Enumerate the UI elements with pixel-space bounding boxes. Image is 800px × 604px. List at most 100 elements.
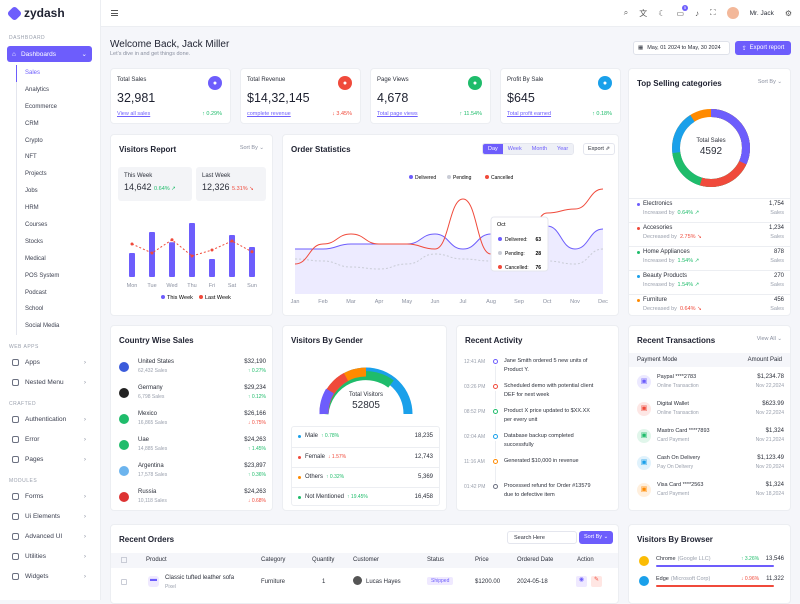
transaction-row[interactable]: ▣ Visa Card ****2563 Card Payment $1,324 Nov…	[629, 479, 790, 506]
column-header[interactable]: Ordered Date	[517, 557, 554, 563]
user-name[interactable]: Mr. Jack	[749, 9, 774, 17]
gender-row: Not Mentioned ↑ 19.45% 16,458	[292, 487, 439, 507]
sidebar-item-nested-menu[interactable]: Nested Menu ›	[0, 372, 100, 392]
gender-gauge	[319, 367, 413, 415]
recent-activity-card: Recent Activity 12:41 AM Jane Smith order…	[456, 325, 619, 511]
transaction-row[interactable]: ▣ Mastro Card ****7893 Card Payment $1,324 N…	[629, 425, 790, 452]
sidebar-item-analytics[interactable]: Analytics	[25, 86, 50, 93]
country-row[interactable]: Germany 6,798 Sales $29,234 ↑ 0.12%	[111, 382, 272, 408]
sidebar-item-stocks[interactable]: Stocks	[25, 238, 44, 245]
orders-search-input[interactable]: Search Here	[507, 531, 577, 544]
category-row[interactable]: Electronics Increased by 0.64% ↗ 1,754 Sales	[629, 198, 790, 220]
date-range-picker[interactable]: ▦ May, 01 2024 to May, 30 2024	[633, 41, 730, 55]
country-row[interactable]: Russia 10,118 Sales $24,263 ↓ 0.68%	[111, 486, 272, 512]
category-row[interactable]: Home Appliances Increased by 1.54% ↗ 878 Sal…	[629, 246, 790, 268]
cart-icon[interactable]: ▭ 5	[676, 4, 689, 18]
sidebar-item-ecommerce[interactable]: Ecommerce	[25, 103, 58, 110]
stat-link[interactable]: complete revenue	[247, 111, 291, 117]
sidebar-item-social-media[interactable]: Social Media	[25, 323, 60, 330]
sidebar-item-courses[interactable]: Courses	[25, 222, 48, 229]
bell-icon[interactable]: ♪	[695, 8, 700, 18]
gear-icon[interactable]: ⚙	[784, 8, 792, 18]
sort-by-dropdown[interactable]: Sort By ⌄	[239, 145, 264, 151]
home-icon: ⌂	[12, 50, 16, 58]
line-delivered	[294, 225, 604, 250]
stat-link[interactable]: View all sales	[117, 111, 151, 117]
select-all-checkbox[interactable]	[121, 557, 127, 563]
menu-icon	[12, 512, 19, 520]
category-row[interactable]: Beauty Products Increased by 1.54% ↗ 270 Sal…	[629, 270, 790, 292]
sidebar-item-sales[interactable]: Sales	[16, 65, 100, 82]
sidebar-item-crm[interactable]: CRM	[25, 120, 39, 127]
tab-day[interactable]: Day	[483, 144, 503, 154]
view-icon[interactable]: ◉	[576, 576, 587, 587]
column-header[interactable]: Product	[146, 557, 167, 563]
sidebar-item-pages[interactable]: Pages ›	[0, 449, 100, 469]
edit-icon[interactable]: ✎	[591, 576, 602, 587]
point-last-week	[250, 250, 254, 254]
column-header[interactable]: Status	[427, 557, 445, 563]
orders-sort-button[interactable]: Sort By ⌄	[579, 531, 614, 544]
country-row[interactable]: Argentina 17,578 Sales $23,897 ↑ 0.36%	[111, 460, 272, 486]
column-header[interactable]: Quantity	[312, 557, 335, 563]
translate-icon[interactable]: 文	[639, 8, 648, 18]
dot-icon	[298, 435, 301, 438]
avatar[interactable]	[726, 7, 739, 19]
sidebar-item-dashboards[interactable]: ⌂ Dashboards ⌄	[7, 46, 92, 62]
country-row[interactable]: Uae 14,885 Sales $24,263 ↑ 1.45%	[111, 434, 272, 460]
menu-icon	[12, 572, 19, 580]
payment-icon: ▣	[637, 402, 651, 416]
sidebar-item-error[interactable]: Error ›	[0, 429, 100, 449]
row-checkbox[interactable]	[121, 579, 127, 585]
sidebar-item-hrm[interactable]: HRM	[25, 205, 39, 212]
gender-row: Male ↑ 0.78% 18,235	[292, 427, 439, 447]
activity-item: 01:42 PM Processed refund for Order #1357…	[464, 483, 591, 498]
column-header[interactable]: Customer	[353, 557, 380, 563]
moon-icon[interactable]: ☾	[658, 8, 666, 18]
sidebar-item-projects[interactable]: Projects	[25, 171, 47, 178]
sidebar-item-pos-system[interactable]: POS System	[25, 272, 60, 279]
sidebar-item-ui-elements[interactable]: Ui Elements ›	[0, 506, 100, 526]
sidebar-item-nft[interactable]: NFT	[25, 154, 37, 161]
sidebar-item-school[interactable]: School	[25, 306, 44, 313]
sidebar-item-forms[interactable]: Forms ›	[0, 486, 100, 506]
x-tick: Wed	[166, 283, 177, 289]
tab-week[interactable]: Week	[502, 144, 527, 154]
category-row[interactable]: Furniture Decreased by 0.64% ↘ 456 Sales	[629, 294, 790, 316]
export-report-button[interactable]: ⇪ Export report	[735, 41, 791, 55]
sidebar-item-utilities[interactable]: Utilities ›	[0, 546, 100, 566]
activity-item: 03:26 PM Scheduled demo with potential cl…	[457, 382, 618, 408]
transaction-row[interactable]: ▣ Cash On Delivery Pay On Delivery $1,123.4…	[629, 452, 790, 479]
transaction-row[interactable]: ▣ Paypal ****2783 Online Transaction $1,234…	[629, 371, 790, 398]
menu-icon[interactable]	[111, 10, 118, 16]
sidebar-item-widgets[interactable]: Widgets ›	[0, 566, 100, 586]
sidebar-item-podcast[interactable]: Podcast	[25, 289, 47, 296]
stat-value: $645	[507, 91, 535, 105]
visitors-gender-card: Visitors By Gender Total Visitors 52805 …	[282, 325, 447, 511]
column-header[interactable]: Action	[577, 557, 594, 563]
search-icon[interactable]: ⌕	[623, 8, 629, 17]
country-row[interactable]: Mexico 16,865 Sales $26,166 ↓ 0.75%	[111, 408, 272, 434]
stat-link[interactable]: Total page views	[377, 111, 418, 117]
fullscreen-icon[interactable]: ⛶	[710, 8, 716, 17]
export-button[interactable]: Export ⇗	[583, 143, 616, 155]
column-header[interactable]: Price	[475, 557, 489, 563]
brand-logo[interactable]: zydash	[0, 0, 100, 26]
category-row[interactable]: Accesories Decreased by 2.75% ↘ 1,234 Sales	[629, 222, 790, 244]
sidebar-item-apps[interactable]: Apps ›	[0, 352, 100, 372]
transaction-row[interactable]: ▣ Digital Wallet Online Transaction $623.99…	[629, 398, 790, 425]
column-header[interactable]: Category	[261, 557, 286, 563]
sidebar-item-authentication[interactable]: Authentication ›	[0, 409, 100, 429]
tab-year[interactable]: Year	[552, 144, 574, 154]
sort-by-dropdown[interactable]: Sort By ⌄	[757, 79, 782, 85]
timeline-dot-icon	[493, 409, 498, 414]
tab-month[interactable]: Month	[526, 144, 553, 154]
view-all-link[interactable]: View All ⌄	[756, 336, 782, 342]
sidebar-item-advanced-ui[interactable]: Advanced UI ›	[0, 526, 100, 546]
sidebar-item-jobs[interactable]: Jobs	[25, 188, 38, 195]
table-row[interactable]: ▬ Classic tufted leather sofa Pixel Furn…	[111, 573, 618, 595]
country-row[interactable]: United States 62,432 Sales $32,190 ↑ 0.27%	[111, 356, 272, 382]
sidebar-item-medical[interactable]: Medical	[25, 255, 46, 262]
stat-link[interactable]: Total profit earned	[507, 111, 552, 117]
sidebar-item-crypto[interactable]: Crypto	[25, 137, 43, 144]
